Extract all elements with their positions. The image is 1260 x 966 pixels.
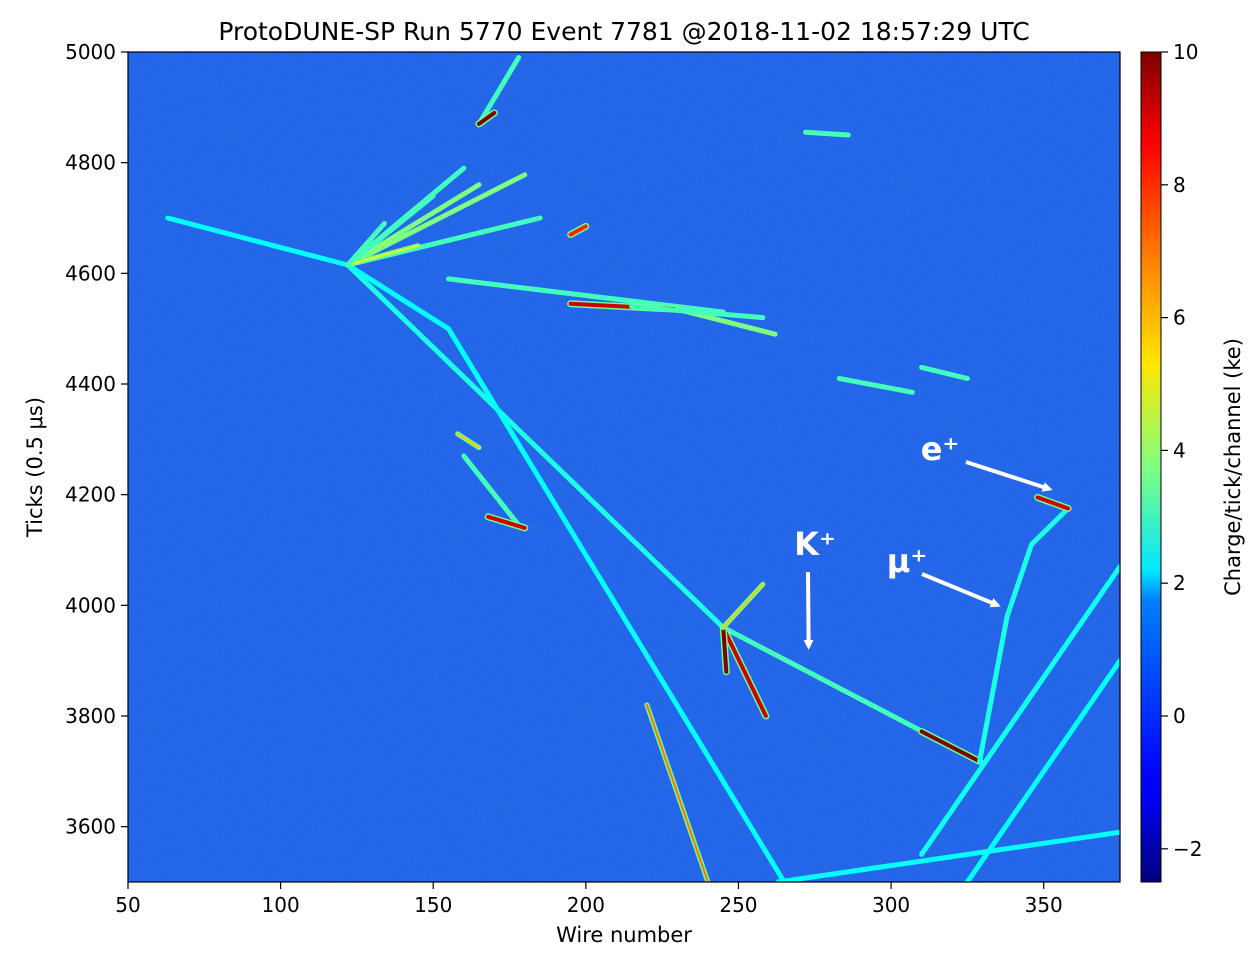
annotation-label: K⁺ <box>794 525 836 563</box>
track <box>722 583 764 629</box>
y-tick-label: 4800 <box>65 151 116 175</box>
colorbar-tick-label: 2 <box>1173 571 1186 595</box>
annotation-label: μ⁺ <box>887 542 927 580</box>
annotation-label: e⁺ <box>921 430 960 468</box>
colorbar <box>1140 51 1162 883</box>
arrow-icon <box>921 572 1001 608</box>
colorbar-axis: −2 0 2 4 6 8 10 <box>1161 40 1202 861</box>
track <box>645 703 709 882</box>
track <box>346 183 480 266</box>
y-axis-label: Ticks (0.5 μs) <box>23 397 47 538</box>
track <box>462 454 520 527</box>
colorbar-tick-label: 6 <box>1173 306 1186 330</box>
track <box>346 244 419 266</box>
track <box>478 56 520 125</box>
track <box>966 659 1120 882</box>
colorbar-label: Charge/tick/channel (ke) <box>1221 338 1245 596</box>
track <box>346 264 786 882</box>
colorbar-tick-label: 0 <box>1173 704 1186 728</box>
plot-frame <box>127 51 1121 883</box>
track <box>346 194 435 266</box>
track <box>456 432 480 449</box>
x-tick-label: 200 <box>567 893 605 917</box>
arrow-icon <box>803 571 814 650</box>
track <box>477 110 497 126</box>
colorbar-tick-label: 4 <box>1173 438 1186 462</box>
colorbar-tick-label: 10 <box>1173 40 1198 64</box>
track <box>920 565 1120 856</box>
track <box>838 377 914 394</box>
y-tick-label: 3600 <box>65 815 116 839</box>
x-axis: 50 100 150 200 250 300 350 <box>115 882 1063 917</box>
x-tick-label: 300 <box>872 893 910 917</box>
track <box>721 625 768 718</box>
x-tick-label: 350 <box>1025 893 1063 917</box>
track <box>346 173 526 266</box>
x-tick-label: 100 <box>262 893 300 917</box>
track <box>346 222 386 266</box>
track <box>804 131 850 136</box>
track <box>630 305 764 319</box>
track <box>721 625 729 674</box>
y-tick-label: 3800 <box>65 704 116 728</box>
y-tick-label: 4200 <box>65 483 116 507</box>
x-tick-label: 50 <box>115 893 140 917</box>
x-tick-label: 250 <box>719 893 757 917</box>
chart-title: ProtoDUNE-SP Run 5770 Event 7781 @2018-1… <box>218 17 1029 46</box>
y-tick-label: 4000 <box>65 593 116 617</box>
track <box>777 831 1120 882</box>
y-tick-label: 4600 <box>65 261 116 285</box>
x-axis-label: Wire number <box>556 923 692 947</box>
track <box>568 224 588 237</box>
colorbar-tick-label: −2 <box>1173 837 1202 861</box>
track <box>346 264 725 629</box>
colorbar-tick-label: 8 <box>1173 173 1186 197</box>
x-tick-label: 150 <box>414 893 452 917</box>
arrow-icon <box>965 460 1053 492</box>
track-layer <box>165 55 1120 882</box>
track <box>919 729 982 764</box>
track <box>978 507 1070 763</box>
track <box>486 514 527 530</box>
plot-noise-texture <box>128 52 1120 882</box>
y-axis: 3600 3800 4000 4200 4400 4600 4800 5000 <box>65 40 128 839</box>
y-tick-label: 5000 <box>65 40 116 64</box>
annotation-layer: K⁺ μ⁺ e⁺ <box>794 430 1053 650</box>
y-tick-label: 4400 <box>65 372 116 396</box>
track <box>166 217 349 266</box>
track <box>1035 495 1071 511</box>
track <box>920 366 969 380</box>
